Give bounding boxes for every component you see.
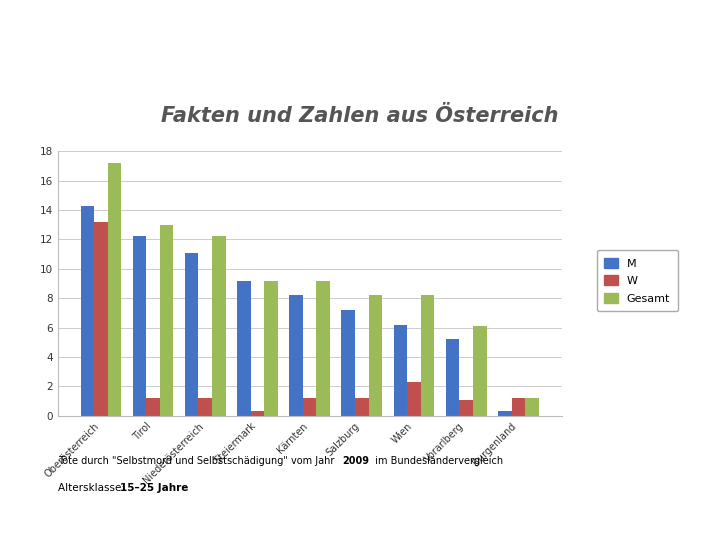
Text: Tote durch "Selbstmord und Selbstschädigung" vom Jahr: Tote durch "Selbstmord und Selbstschädig… bbox=[58, 456, 341, 467]
Bar bbox=[132, 237, 146, 416]
Bar bbox=[185, 253, 199, 416]
Bar bbox=[94, 222, 108, 416]
Bar bbox=[525, 398, 539, 416]
Bar bbox=[289, 295, 303, 416]
Bar bbox=[108, 163, 121, 416]
Bar bbox=[146, 398, 160, 416]
Bar bbox=[394, 325, 408, 416]
Bar bbox=[355, 398, 369, 416]
Text: 15–25 Jahre: 15–25 Jahre bbox=[120, 483, 188, 494]
Bar bbox=[341, 310, 355, 416]
Legend: M, W, Gesamt: M, W, Gesamt bbox=[597, 250, 678, 312]
Text: Altersklasse:: Altersklasse: bbox=[58, 483, 131, 494]
Bar bbox=[408, 382, 420, 416]
Bar bbox=[446, 339, 459, 416]
Bar bbox=[212, 237, 225, 416]
Bar bbox=[316, 281, 330, 416]
Bar bbox=[459, 400, 473, 416]
Text: im Bundesländervergleich: im Bundesländervergleich bbox=[369, 456, 503, 467]
Bar bbox=[498, 411, 511, 416]
Bar bbox=[369, 295, 382, 416]
Text: Fakten und Zahlen aus Österreich: Fakten und Zahlen aus Österreich bbox=[161, 106, 559, 126]
Bar bbox=[420, 295, 434, 416]
Bar bbox=[251, 411, 264, 416]
Bar bbox=[264, 281, 278, 416]
Bar bbox=[473, 326, 487, 416]
Bar bbox=[237, 281, 251, 416]
Bar bbox=[303, 398, 316, 416]
Text: UMIT: UMIT bbox=[378, 20, 449, 44]
Bar bbox=[199, 398, 212, 416]
Text: the health & life sciences university: the health & life sciences university bbox=[459, 64, 585, 70]
Text: private universität für gesundheitswissenschaften,
medizinische informatik und t: private universität für gesundheitswisse… bbox=[459, 20, 654, 42]
Bar bbox=[81, 206, 94, 416]
Text: 2009: 2009 bbox=[342, 456, 369, 467]
Bar bbox=[160, 225, 174, 416]
Bar bbox=[511, 398, 525, 416]
